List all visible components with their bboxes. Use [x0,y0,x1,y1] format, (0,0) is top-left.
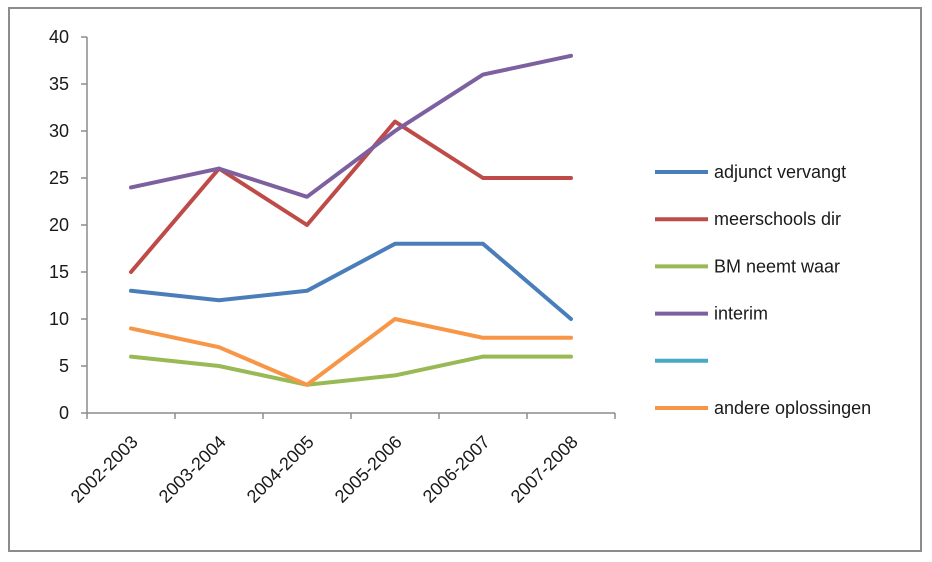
legend-label: adjunct vervangt [714,162,846,182]
x-tick-label: 2003-2004 [155,432,230,507]
y-tick-label: 40 [49,27,69,47]
y-tick-label: 0 [59,403,69,423]
series-line-meerschools-dir [129,119,573,274]
x-tick-label: 2004-2005 [243,432,318,507]
x-tick-label: 2007-2008 [507,432,582,507]
series-line-bm-neemt-waar [129,354,573,387]
legend-label: meerschools dir [714,209,841,229]
y-tick-label: 5 [59,356,69,376]
legend-label: BM neemt waar [714,256,840,276]
series-line-andere-oplossingen [129,317,573,387]
y-tick-label: 15 [49,262,69,282]
y-tick-label: 20 [49,215,69,235]
series-lines [129,53,573,387]
y-tick-label: 25 [49,168,69,188]
series-line-interim [129,53,573,199]
legend: adjunct vervangt meerschools dir BM neemt … [655,162,871,418]
legend-label: interim [714,304,768,324]
chart-frame [8,7,922,552]
y-tick-label: 30 [49,121,69,141]
x-tick-label: 2002-2003 [67,432,142,507]
legend-label: andere oplossingen [714,398,871,418]
x-tick-label: 2006-2007 [419,432,494,507]
y-tick-label: 10 [49,309,69,329]
y-tick-label: 35 [49,74,69,94]
x-tick-label: 2005-2006 [331,432,406,507]
series-line-adjunct-vervangt [129,241,573,321]
